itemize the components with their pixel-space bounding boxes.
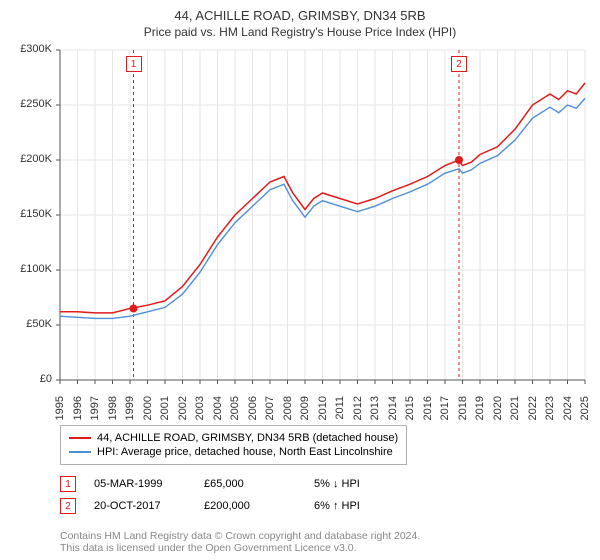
y-tick-label: £250K [0,98,52,110]
sale-row-delta: 6% ↑ HPI [314,500,424,512]
x-tick-label: 2004 [212,396,224,426]
legend-item: HPI: Average price, detached house, Nort… [69,446,398,458]
x-tick-label: 2022 [527,396,539,426]
y-tick-label: £50K [0,318,52,330]
sale-marker-box: 2 [451,56,467,72]
x-tick-label: 2008 [282,396,294,426]
legend-box: 44, ACHILLE ROAD, GRIMSBY, DN34 5RB (det… [60,425,407,465]
sales-table: 1 05-MAR-1999£65,0005% ↓ HPI 2 20-OCT-2017£… [60,470,424,520]
x-tick-label: 2019 [474,396,486,426]
sale-row-delta: 5% ↓ HPI [314,478,424,490]
sale-row-price: £65,000 [204,478,314,490]
x-tick-label: 2014 [387,396,399,426]
legend-swatch [69,437,91,439]
chart-container: 44, ACHILLE ROAD, GRIMSBY, DN34 5RB Pric… [0,0,600,560]
x-tick-label: 2011 [334,396,346,426]
x-tick-label: 2003 [194,396,206,426]
x-tick-label: 2017 [439,396,451,426]
y-tick-label: £0 [0,373,52,385]
x-tick-label: 2006 [247,396,259,426]
sale-row-date: 05-MAR-1999 [94,478,204,490]
y-tick-label: £300K [0,43,52,55]
x-tick-label: 1997 [89,396,101,426]
x-tick-label: 1999 [124,396,136,426]
footer-line-2: This data is licensed under the Open Gov… [60,542,420,554]
plot-svg [0,0,600,420]
x-tick-label: 1995 [54,396,66,426]
x-tick-label: 2013 [369,396,381,426]
legend-swatch [69,451,91,453]
x-tick-label: 2005 [229,396,241,426]
footer-line-1: Contains HM Land Registry data © Crown c… [60,530,420,542]
x-tick-label: 2023 [544,396,556,426]
x-tick-label: 2018 [457,396,469,426]
sale-row-date: 20-OCT-2017 [94,500,204,512]
footer-text: Contains HM Land Registry data © Crown c… [60,530,420,554]
sale-row: 2 20-OCT-2017£200,0006% ↑ HPI [60,498,424,514]
legend-item: 44, ACHILLE ROAD, GRIMSBY, DN34 5RB (det… [69,432,398,444]
x-tick-label: 2015 [404,396,416,426]
y-tick-label: £100K [0,263,52,275]
x-tick-label: 2025 [579,396,591,426]
x-tick-label: 2000 [142,396,154,426]
sale-row-price: £200,000 [204,500,314,512]
x-tick-label: 2009 [299,396,311,426]
legend-label: 44, ACHILLE ROAD, GRIMSBY, DN34 5RB (det… [97,432,398,444]
x-tick-label: 2021 [509,396,521,426]
x-tick-label: 2020 [492,396,504,426]
sale-row-marker: 1 [60,476,76,492]
y-tick-label: £200K [0,153,52,165]
x-tick-label: 2002 [177,396,189,426]
sale-row: 1 05-MAR-1999£65,0005% ↓ HPI [60,476,424,492]
x-tick-label: 2024 [562,396,574,426]
y-tick-label: £150K [0,208,52,220]
x-tick-label: 2012 [352,396,364,426]
x-tick-label: 1996 [72,396,84,426]
sale-marker-box: 1 [126,56,142,72]
x-tick-label: 1998 [107,396,119,426]
x-tick-label: 2001 [159,396,171,426]
x-tick-label: 2010 [317,396,329,426]
sale-row-marker: 2 [60,498,76,514]
x-tick-label: 2007 [264,396,276,426]
x-tick-label: 2016 [422,396,434,426]
legend-label: HPI: Average price, detached house, Nort… [97,446,393,458]
